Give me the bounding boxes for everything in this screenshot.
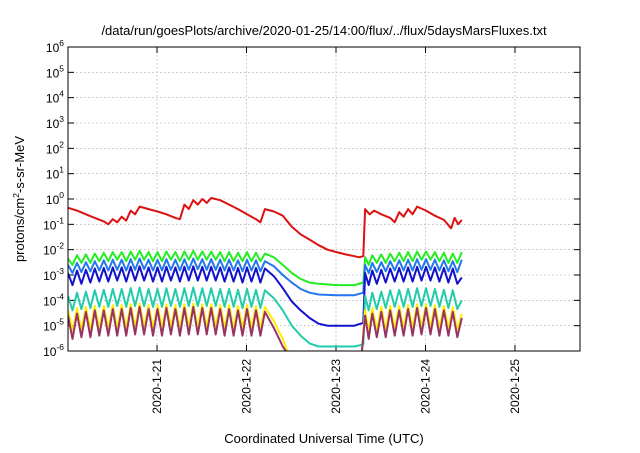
series-line-6	[68, 302, 463, 351]
y-tick-label: 100	[46, 190, 64, 207]
x-axis-label: Coordinated Universal Time (UTC)	[224, 431, 423, 446]
plot-frame	[67, 46, 581, 352]
y-tick-label: 10-6	[43, 342, 64, 359]
series-line-1	[68, 197, 463, 259]
y-tick-label: 103	[46, 114, 64, 131]
y-tick-label: 10-1	[43, 215, 64, 232]
y-axis-label-sup: 2	[11, 193, 21, 198]
series-line-3	[68, 257, 463, 297]
y-tick-label: 101	[46, 165, 64, 182]
x-tick-label: 2020-1-21	[150, 359, 164, 414]
x-tick-label: 2020-1-24	[419, 359, 433, 414]
x-axis-ticks: 2020-1-21 2020-1-22 2020-1-23 2020-1-24 2020…	[150, 47, 522, 414]
y-axis-label-suffix: -s-sr-MeV	[12, 136, 27, 193]
series-line-4	[68, 265, 463, 327]
y-axis-label: protons/cm2-s-sr-MeV	[11, 136, 27, 262]
x-tick-label: 2020-1-23	[329, 359, 343, 414]
series-line-7	[68, 305, 463, 351]
grid	[68, 47, 580, 351]
y-tick-label: 10-5	[43, 317, 64, 334]
series-line-5	[68, 286, 463, 348]
y-tick-label: 105	[46, 63, 64, 80]
x-tick-label: 2020-1-25	[508, 359, 522, 414]
y-axis-label-prefix: protons/cm	[12, 198, 27, 262]
series-lines	[68, 197, 463, 351]
y-tick-label: 10-2	[43, 241, 64, 258]
y-tick-label: 102	[46, 139, 64, 156]
y-tick-label: 106	[46, 38, 64, 55]
y-tick-label: 10-4	[43, 291, 64, 308]
y-tick-label: 10-3	[43, 266, 64, 283]
series-line-2	[68, 249, 463, 287]
y-tick-label: 104	[46, 89, 64, 106]
chart-title: /data/run/goesPlots/archive/2020-01-25/1…	[101, 23, 547, 38]
x-tick-label: 2020-1-22	[240, 359, 254, 414]
